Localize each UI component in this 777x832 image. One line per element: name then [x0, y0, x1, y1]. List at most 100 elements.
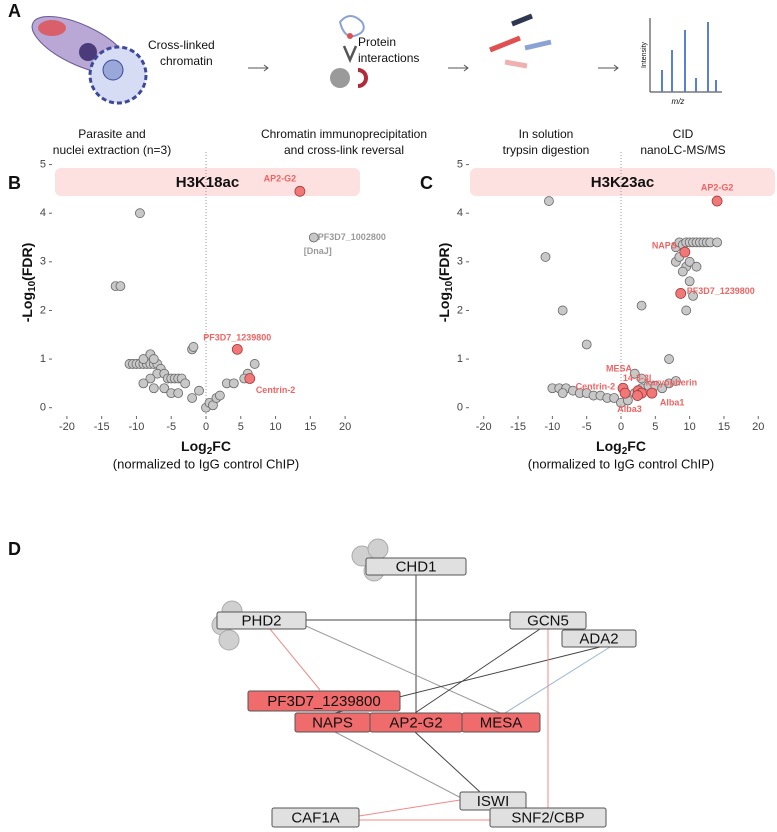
- step-caption: nanoLC-MS/MS: [640, 143, 725, 157]
- node-box: [489, 807, 607, 828]
- point: [712, 237, 722, 248]
- panel-label: C: [420, 173, 433, 193]
- point-label: MESA: [606, 364, 633, 374]
- point-label: PF3D7_1239800: [687, 286, 755, 296]
- y-tick-label: 0: [457, 402, 463, 414]
- illustration-label: Protein: [358, 35, 396, 49]
- point: [557, 305, 568, 316]
- point: [681, 305, 692, 316]
- point: [173, 388, 184, 399]
- node-label: NAPS: [312, 714, 353, 731]
- point: [308, 232, 319, 243]
- point: [677, 266, 688, 277]
- x-tick-label: 0: [618, 421, 624, 433]
- x-tick-label: -10: [129, 421, 145, 433]
- x-axis-label-part: FC: [627, 438, 646, 454]
- point: [194, 385, 204, 396]
- point: [671, 376, 681, 386]
- x-tick-label: -20: [59, 421, 75, 433]
- y-axis-label: -Log10(FDR): [436, 243, 455, 323]
- x-tick-label: -15: [94, 421, 110, 433]
- illustration-label: interactions: [358, 51, 419, 65]
- x-axis-label-part: Log: [596, 438, 622, 454]
- point: [691, 261, 702, 272]
- point: [581, 339, 592, 350]
- point: [231, 343, 243, 355]
- x-axis-note: (normalized to IgG control ChIP): [528, 456, 714, 471]
- point: [249, 359, 260, 369]
- node-label: CAF1A: [291, 809, 339, 826]
- panel-label: A: [8, 1, 21, 21]
- node-label: GCN5: [527, 612, 569, 629]
- y-axis-label: -Log10(FDR): [19, 243, 38, 323]
- illustration: [31, 13, 722, 105]
- point: [711, 195, 723, 207]
- node-label: AP2-G2: [389, 714, 442, 731]
- x-axis-label: Log2FC: [181, 438, 231, 457]
- point: [148, 383, 159, 394]
- point-label: PF3D7_1239800: [203, 333, 271, 343]
- x-tick-label: 15: [304, 421, 316, 433]
- x-tick-label: -15: [510, 421, 526, 433]
- point: [215, 390, 225, 401]
- step-caption: and cross-link reversal: [284, 143, 404, 157]
- x-tick-label: -5: [166, 421, 176, 433]
- point: [675, 288, 687, 299]
- workflow-steps: Parasite and nuclei extraction (n=3) Chrom…: [53, 127, 726, 157]
- network-edges: [269, 575, 611, 821]
- y-axis-label-part: (FDR): [436, 243, 452, 281]
- point-label: 14-3-3I: [623, 373, 652, 383]
- node-label: ISWI: [477, 793, 510, 810]
- illustration-label: m/z: [672, 97, 685, 106]
- x-axis-label-part: 2: [207, 446, 213, 457]
- point: [145, 373, 156, 384]
- x-axis-label-part: 2: [622, 446, 628, 457]
- x-tick-label: 5: [652, 421, 658, 433]
- point-label: AP2-G2: [701, 182, 734, 192]
- point: [629, 368, 640, 379]
- x-axis-label-part: FC: [212, 438, 231, 454]
- panel-label: D: [8, 539, 21, 559]
- y-tick-label: 1: [40, 353, 46, 365]
- illustration-label: Intensity: [641, 41, 648, 68]
- x-tick-label: -5: [582, 421, 592, 433]
- step-caption: Chromatin immunoprecipitation: [261, 127, 427, 141]
- node-box: [561, 629, 637, 648]
- y-axis-label-part: -Log: [436, 292, 452, 322]
- point: [657, 383, 668, 394]
- point-label: Centrin-2: [256, 385, 296, 395]
- node-decor: [211, 538, 389, 651]
- point: [557, 388, 568, 399]
- panel-label: B: [8, 173, 21, 193]
- step-caption: nuclei extraction (n=3): [53, 143, 171, 157]
- point-label: AP2-G2: [264, 174, 297, 184]
- y-tick-label: 5: [40, 158, 46, 170]
- point: [679, 246, 691, 258]
- x-axis-label: Log2FC: [596, 438, 646, 457]
- chart-title: H3K23ac: [591, 174, 654, 191]
- point: [684, 276, 695, 287]
- point: [138, 354, 149, 364]
- point: [244, 373, 256, 384]
- point-label: [DnaJ]: [304, 246, 332, 256]
- point: [636, 373, 647, 384]
- y-tick-label: 3: [40, 256, 46, 268]
- y-tick-label: 4: [457, 207, 463, 219]
- point: [159, 383, 170, 394]
- x-tick-label: 10: [684, 421, 696, 433]
- point-label: PF3D7_1002800: [318, 232, 386, 242]
- node-label: CHD1: [396, 558, 437, 575]
- x-tick-label: 5: [238, 421, 244, 433]
- point: [540, 252, 551, 262]
- y-axis-label-part: 10: [27, 280, 38, 292]
- x-axis-note: (normalized to IgG control ChIP): [113, 456, 299, 471]
- point: [148, 354, 159, 364]
- point: [135, 208, 145, 219]
- point-label: Alba3: [617, 404, 642, 414]
- step-caption: Parasite and: [78, 127, 145, 141]
- title-band: [470, 168, 775, 196]
- y-tick-label: 2: [40, 304, 46, 316]
- point: [187, 393, 197, 403]
- y-tick-label: 2: [457, 304, 463, 316]
